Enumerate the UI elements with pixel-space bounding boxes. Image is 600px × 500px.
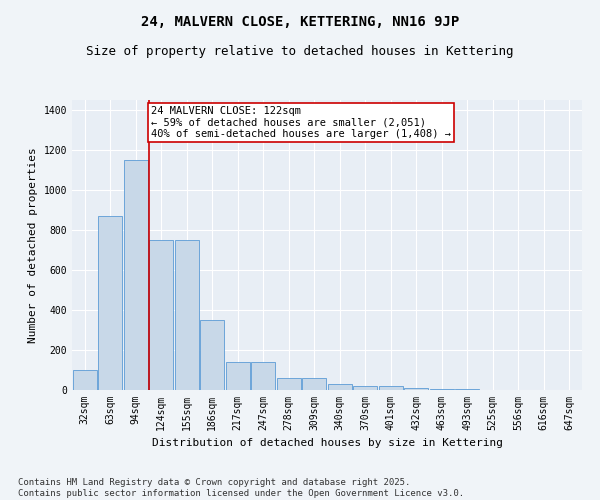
Bar — [98, 216, 122, 390]
Bar — [404, 388, 428, 390]
Bar — [73, 370, 97, 390]
Bar — [430, 389, 454, 390]
Bar — [200, 320, 224, 390]
Bar — [251, 362, 275, 390]
Y-axis label: Number of detached properties: Number of detached properties — [28, 147, 38, 343]
Text: 24, MALVERN CLOSE, KETTERING, NN16 9JP: 24, MALVERN CLOSE, KETTERING, NN16 9JP — [141, 15, 459, 29]
Bar — [226, 362, 250, 390]
Bar — [277, 378, 301, 390]
Text: Size of property relative to detached houses in Kettering: Size of property relative to detached ho… — [86, 45, 514, 58]
Bar — [149, 240, 173, 390]
Bar — [175, 240, 199, 390]
Bar — [379, 386, 403, 390]
X-axis label: Distribution of detached houses by size in Kettering: Distribution of detached houses by size … — [151, 438, 503, 448]
Bar — [302, 378, 326, 390]
Text: 24 MALVERN CLOSE: 122sqm
← 59% of detached houses are smaller (2,051)
40% of sem: 24 MALVERN CLOSE: 122sqm ← 59% of detach… — [151, 106, 451, 139]
Bar — [353, 386, 377, 390]
Bar — [328, 384, 352, 390]
Text: Contains HM Land Registry data © Crown copyright and database right 2025.
Contai: Contains HM Land Registry data © Crown c… — [18, 478, 464, 498]
Bar — [124, 160, 148, 390]
